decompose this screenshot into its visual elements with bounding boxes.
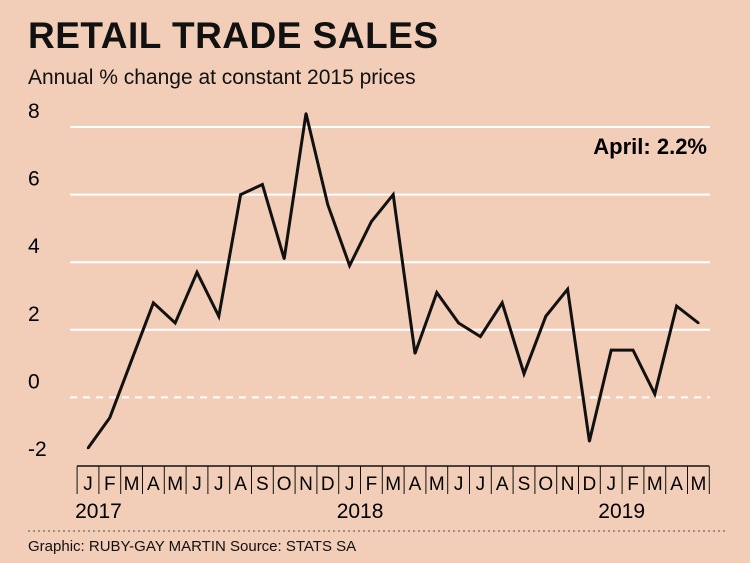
x-tick-label: J: [606, 474, 616, 495]
y-tick-label: 2: [28, 303, 40, 326]
data-point: [522, 372, 526, 375]
data-point: [501, 301, 504, 304]
year-label: 2018: [337, 500, 384, 523]
year-label: 2019: [598, 500, 645, 523]
x-tick-label: M: [385, 474, 401, 495]
data-point: [239, 193, 242, 196]
data-point: [217, 315, 220, 318]
data-point: [566, 288, 569, 291]
x-tick-label: J: [454, 474, 464, 495]
data-point: [174, 321, 177, 325]
data-point: [348, 264, 351, 267]
data-point: [675, 304, 678, 308]
y-tick-label: 0: [28, 370, 40, 393]
data-point: [588, 440, 591, 443]
x-tick-label: A: [147, 474, 160, 495]
x-tick-label: A: [409, 474, 422, 495]
x-tick-label: M: [690, 474, 706, 495]
data-point: [413, 352, 417, 355]
y-axis-ticks: 8 6 4 2 0 -2: [28, 100, 47, 461]
x-tick-label: S: [518, 474, 531, 495]
x-tick-label: J: [192, 474, 202, 495]
x-tick-label: M: [167, 474, 183, 495]
data-point: [108, 416, 112, 419]
x-tick-label: D: [583, 474, 597, 495]
x-tick-label: N: [561, 474, 575, 495]
x-tick-label: A: [670, 474, 683, 495]
x-tick-label: M: [429, 474, 445, 495]
x-tick-label: F: [104, 474, 116, 495]
x-tick-label: O: [538, 474, 553, 495]
y-tick-label: 4: [28, 235, 40, 258]
x-tick-label: S: [256, 474, 269, 495]
data-point: [435, 291, 438, 294]
data-point: [479, 335, 482, 338]
data-point: [610, 348, 613, 352]
y-tick-label: -2: [28, 438, 47, 461]
x-tick-label: J: [476, 474, 486, 495]
x-tick-label: M: [647, 474, 663, 495]
data-point: [195, 271, 199, 274]
data-point: [544, 315, 547, 318]
data-point: [457, 321, 460, 325]
x-tick-label: F: [366, 474, 378, 495]
x-tick-label: M: [124, 474, 140, 495]
x-tick-label: O: [277, 474, 292, 495]
x-tick-label: J: [83, 474, 93, 495]
data-point: [261, 183, 264, 186]
x-tick-label: J: [345, 474, 355, 495]
data-point: [631, 348, 635, 352]
x-tick-label: A: [496, 474, 509, 495]
data-point: [392, 193, 395, 196]
x-tick-label: F: [627, 474, 639, 495]
data-point: [697, 321, 700, 325]
data-point: [130, 359, 133, 362]
series-layer: [86, 112, 700, 450]
x-tick-label: A: [234, 474, 247, 495]
data-point: [152, 301, 155, 304]
chart-subtitle: Annual % change at constant 2015 prices: [28, 66, 416, 89]
y-tick-label: 6: [28, 168, 40, 191]
gridlines: [70, 126, 710, 399]
chart-title: RETAIL TRADE SALES: [28, 15, 439, 56]
data-point: [326, 203, 329, 206]
data-point: [304, 112, 308, 115]
latest-value-annotation: April: 2.2%: [593, 134, 707, 159]
data-point: [370, 220, 373, 223]
year-label: 2017: [75, 500, 122, 523]
data-point: [283, 257, 286, 261]
x-tick-label: N: [299, 474, 313, 495]
x-tick-label: D: [321, 474, 335, 495]
chart-credit: Graphic: RUBY-GAY MARTIN Source: STATS S…: [28, 538, 357, 555]
data-point: [86, 446, 90, 450]
data-point: [653, 392, 656, 396]
y-tick-label: 8: [28, 100, 40, 123]
x-tick-label: J: [214, 474, 224, 495]
